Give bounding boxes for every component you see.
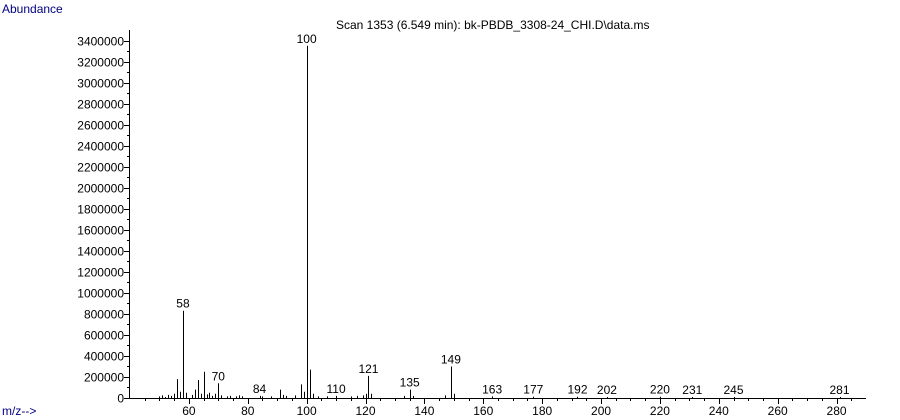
x-tick-label: 280 — [827, 404, 847, 418]
x-tick-label: 220 — [650, 404, 670, 418]
y-tick-label: 1000000 — [77, 287, 124, 301]
x-tick-label: 120 — [356, 404, 376, 418]
peak-label: 100 — [297, 32, 317, 46]
y-tick-label: 1800000 — [77, 203, 124, 217]
peak-labels: 58 70 84 100 110 121 135 149 163 177 192 202 220 231 2… — [176, 32, 850, 397]
y-tick-label: 400000 — [84, 350, 124, 364]
peak-label: 110 — [327, 382, 346, 396]
y-tick-label: 2200000 — [77, 161, 124, 175]
x-tick-label: 100 — [297, 404, 317, 418]
y-tick-label: 0 — [117, 392, 124, 406]
x-tick-label: 60 — [182, 404, 196, 418]
x-tick-label: 80 — [241, 404, 255, 418]
x-tick-label: 180 — [532, 404, 552, 418]
y-tick-label: 600000 — [84, 329, 124, 343]
y-tick-label: 800000 — [84, 308, 124, 322]
peaks — [159, 45, 841, 398]
chart-title: Scan 1353 (6.549 min): bk-PBDB_3308-24_C… — [336, 18, 650, 32]
peak-label: 70 — [212, 369, 226, 383]
x-tick-label: 240 — [709, 404, 729, 418]
x-tick-label: 260 — [768, 404, 788, 418]
y-tick-label: 2400000 — [77, 140, 124, 154]
peak-label: 281 — [829, 383, 849, 397]
x-axis-title: m/z--> — [2, 404, 36, 418]
y-tick-label: 2600000 — [77, 119, 124, 133]
peak-label: 84 — [253, 382, 267, 396]
x-tick-label: 140 — [414, 404, 434, 418]
y-axis-title: Abundance — [2, 2, 63, 16]
peak-label: 135 — [400, 376, 420, 390]
y-tick-label: 3200000 — [77, 56, 124, 70]
peak-label: 192 — [567, 383, 587, 397]
y-tick-label: 3000000 — [77, 77, 124, 91]
x-tick-label: 160 — [473, 404, 493, 418]
y-tick-label: 2000000 — [77, 182, 124, 196]
peak-label: 220 — [650, 383, 670, 397]
peak-label: 163 — [482, 382, 502, 396]
y-tick-label: 3400000 — [77, 35, 124, 49]
y-tick-label: 2800000 — [77, 98, 124, 112]
peak-label: 231 — [682, 383, 702, 397]
x-tick-label: 200 — [591, 404, 611, 418]
axes: 0 200000 400000 600000 800000 1000000 1200000 1… — [77, 30, 866, 418]
y-tick-label: 1600000 — [77, 224, 124, 238]
y-tick-label: 1400000 — [77, 245, 124, 259]
peak-label: 58 — [176, 297, 190, 311]
peak-label: 245 — [724, 383, 744, 397]
y-tick-label: 1200000 — [77, 266, 124, 280]
peak-label: 149 — [441, 352, 461, 366]
peak-label: 177 — [523, 383, 543, 397]
peak-label: 121 — [358, 362, 378, 376]
peak-label: 202 — [597, 383, 617, 397]
y-tick-label: 200000 — [84, 371, 124, 385]
